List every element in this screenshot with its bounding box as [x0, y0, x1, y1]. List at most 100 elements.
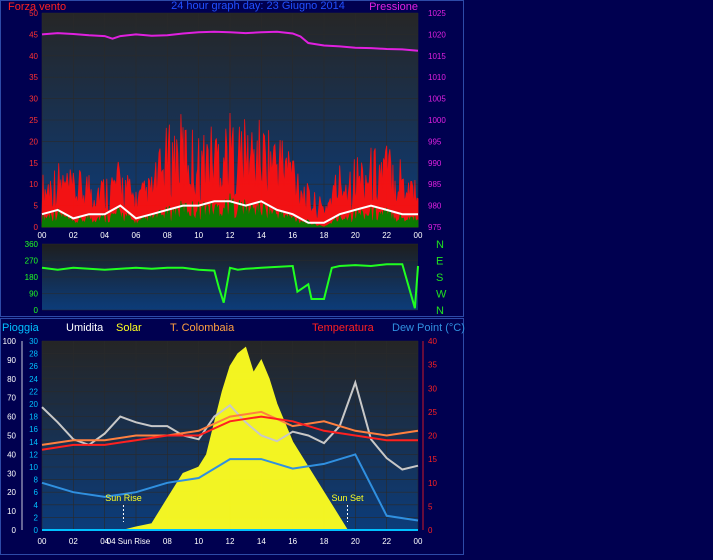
pressure-tick-label: 1000 [428, 116, 446, 125]
wind-tick-label: 5 [34, 202, 39, 211]
wind-tick-label: 20 [29, 137, 38, 146]
sunset-annotation: Sun Set [331, 493, 364, 503]
direction-tick-label: 360 [25, 240, 39, 249]
pressure-tick-label: 1005 [428, 95, 446, 104]
temp-x-tick-label: 04 [100, 537, 109, 546]
t-colombaia-series [41, 410, 419, 446]
wind-average-fill-series [41, 193, 419, 228]
wind-x-tick-label: 04 [100, 231, 109, 240]
dew-point-axis-title: Dew Point (°C) [392, 322, 465, 334]
temp-x-tick-label: 14 [257, 537, 266, 546]
humidity-axis-title: Umidita [66, 322, 104, 334]
wind-tick-label: 45 [29, 30, 38, 39]
pressure-tick-label: 995 [428, 137, 442, 146]
solar-radiation-series [123, 346, 349, 531]
temperature-tick-label: 20 [428, 432, 437, 441]
wind-x-tick-label: 14 [257, 231, 266, 240]
humidity-tick-label: 28 [29, 350, 38, 359]
solar-axis-title: Solar [116, 322, 142, 334]
pressure-axis-title: Pressione [369, 1, 418, 13]
wind-x-tick-label: 08 [163, 231, 172, 240]
pressure-tick-label: 1020 [428, 30, 446, 39]
temperature-axis-title: Temperatura [312, 322, 375, 334]
wind-tick-label: 40 [29, 52, 38, 61]
wind-tick-label: 10 [29, 180, 38, 189]
pressure-tick-label: 1015 [428, 52, 446, 61]
humidity-tick-label: 26 [29, 362, 38, 371]
rain-tick-label: 100 [3, 337, 17, 346]
sunrise-annotation: Sun Rise [105, 493, 142, 503]
humidity-tick-label: 22 [29, 387, 38, 396]
rain-tick-label: 70 [7, 394, 16, 403]
humidity-tick-label: 4 [34, 501, 39, 510]
rain-tick-label: 60 [7, 413, 16, 422]
temperature-tick-label: 5 [428, 502, 433, 511]
humidity-tick-label: 18 [29, 413, 38, 422]
direction-tick-label: 270 [25, 257, 39, 266]
wind-gust-series [41, 112, 419, 228]
temperature-tick-label: 10 [428, 479, 437, 488]
temperature-tick-label: 35 [428, 361, 437, 370]
pressure-tick-label: 1010 [428, 73, 446, 82]
wind-x-tick-label: 20 [351, 231, 360, 240]
humidity-tick-label: 2 [34, 513, 39, 522]
wind-x-tick-label: 00 [414, 231, 423, 240]
temp-x-tick-label: 10 [194, 537, 203, 546]
rain-tick-label: 90 [7, 356, 16, 365]
temperature-series [41, 415, 418, 451]
pressure-series [41, 30, 419, 52]
wind-tick-label: 15 [29, 159, 38, 168]
wind-tick-label: 50 [29, 9, 38, 18]
wind-tick-label: 25 [29, 116, 38, 125]
top-frame [0, 0, 464, 317]
humidity-tick-label: 20 [29, 400, 38, 409]
compass-label: W [436, 289, 447, 301]
humidity-tick-label: 24 [29, 375, 38, 384]
wind-x-tick-label: 02 [69, 231, 78, 240]
rain-tick-label: 30 [7, 469, 16, 478]
pressure-tick-label: 985 [428, 180, 442, 189]
humidity-tick-label: 30 [29, 337, 38, 346]
direction-tick-label: 90 [29, 290, 38, 299]
wind-tick-label: 0 [34, 223, 39, 232]
rain-tick-label: 10 [7, 507, 16, 516]
compass-label: N [436, 305, 444, 317]
temperature-tick-label: 40 [428, 337, 437, 346]
humidity-tick-label: 14 [29, 438, 38, 447]
rain-tick-label: 40 [7, 450, 16, 459]
temp-x-tick-label: 20 [351, 537, 360, 546]
sunrise-axis-label: 04 Sun Rise [107, 537, 151, 546]
temperature-tick-label: 0 [428, 526, 433, 535]
temp-x-tick-label: 16 [288, 537, 297, 546]
dew-point-series [41, 453, 419, 522]
humidity-tick-label: 6 [34, 488, 39, 497]
wind-direction-series [41, 263, 419, 309]
temperature-tick-label: 15 [428, 455, 437, 464]
direction-tick-label: 180 [25, 273, 39, 282]
humidity-tick-label: 0 [34, 526, 39, 535]
temperature-tick-label: 25 [428, 408, 437, 417]
pressure-tick-label: 980 [428, 202, 442, 211]
pressure-tick-label: 990 [428, 159, 442, 168]
wind-tick-label: 35 [29, 73, 38, 82]
rain-tick-label: 80 [7, 375, 16, 384]
temp-x-tick-label: 22 [382, 537, 391, 546]
rain-axis-title: Pioggia [2, 322, 40, 334]
wind-x-tick-label: 00 [38, 231, 47, 240]
humidity-tick-label: 8 [34, 476, 39, 485]
wind-x-tick-label: 12 [226, 231, 235, 240]
humidity-series [41, 379, 419, 471]
graph-title: 24 hour graph day: 23 Giugno 2014 [171, 0, 345, 12]
wind-axis-title: Forza vento [8, 1, 66, 13]
wind-tick-label: 30 [29, 95, 38, 104]
temp-x-tick-label: 00 [414, 537, 423, 546]
humidity-tick-label: 16 [29, 425, 38, 434]
wind-x-tick-label: 16 [288, 231, 297, 240]
temp-x-tick-label: 18 [320, 537, 329, 546]
temp-x-tick-label: 08 [163, 537, 172, 546]
wind-x-tick-label: 22 [382, 231, 391, 240]
wind-x-tick-label: 10 [194, 231, 203, 240]
rain-tick-label: 0 [12, 526, 17, 535]
temp-x-tick-label: 12 [226, 537, 235, 546]
